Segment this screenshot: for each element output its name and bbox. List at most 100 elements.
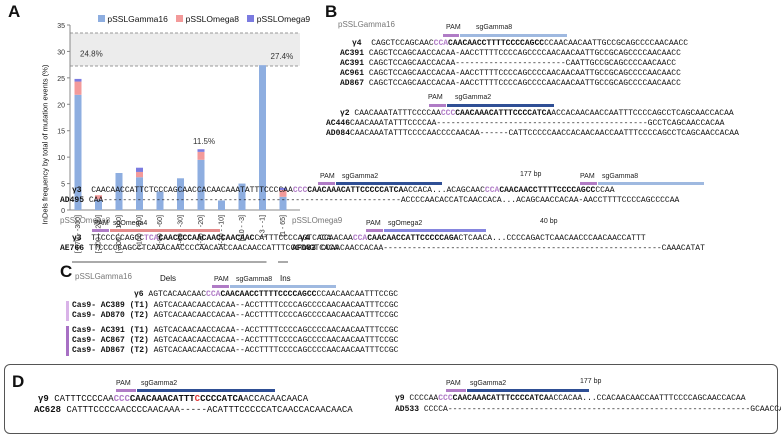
b-sggamma2-label-1: sgGamma2: [455, 94, 492, 101]
bar-segment: [279, 196, 287, 210]
b-gap-40: 40 bp: [540, 218, 558, 225]
b-y4-row-1: AC391 CAGCTCCAGCAACCACAA-AACCTTTTCCCCAGC…: [340, 49, 681, 58]
c-row-4: Cas9- AC867 (T2) AGTCACAACAACCACAA--ACCT…: [72, 336, 399, 345]
legend-omega9: pSSLOmega9: [256, 14, 311, 24]
b-sggamma8-bar-1: [460, 34, 567, 37]
y-tick-label: 35: [57, 23, 65, 30]
c-row-1: Cas9- AC389 (T1) AGTCACAACAACCACAA--ACCT…: [72, 301, 399, 310]
b-pam-label-6: PAM: [366, 220, 381, 227]
c-row-3: Cas9- AC391 (T1) AGTCACAACAACCACAA--ACCT…: [72, 326, 399, 335]
d-pam-bar-2: [446, 389, 466, 392]
b-pam-label-1: PAM: [446, 24, 461, 31]
d-sggamma2-label-1: sgGamma2: [141, 380, 178, 387]
y-tick-label: 15: [57, 129, 65, 136]
y-tick-label: 0: [61, 208, 65, 215]
bar-annotation: 11.5%: [193, 137, 215, 146]
x-tick-label: [-100 - -80]: [137, 215, 144, 249]
b-sgomega4-bar: [110, 229, 220, 232]
b-pam-bar-5: [92, 229, 109, 232]
legend-swatch-omega8: [176, 15, 184, 22]
b-o3-row: AE766 TTCCCCCAGCCTCAAACAACCCCAACAACCAACA…: [60, 244, 339, 253]
d-left-row: AC628 CATTTCCCCAACCCCAACAAA-----ACATTTCC…: [34, 405, 353, 415]
indel-frequency-chart: 0 5 10 15 20 25 30 35 [-570 - -300] [-300 - -200…: [57, 23, 300, 263]
b-y2-row-2: AD084CAACAAATATTTCCCCAACCCCAACAA------CA…: [326, 129, 739, 138]
bar-segment: [279, 189, 287, 197]
b-sgomega4-label: sgOmega4: [113, 220, 148, 227]
y-tick-label: 25: [57, 76, 65, 83]
bar-segment: [115, 173, 123, 210]
b-y4-ref: γ4 CAGCTCCAGCAACCCACAACAACCTTTTCCCCAGCCC…: [352, 39, 689, 48]
b-sggamma2-label-2: sgGamma2: [342, 173, 379, 180]
b-sgomega2-bar: [384, 229, 486, 232]
y-axis-label: InDels frequency by total of mutation ev…: [40, 64, 50, 225]
x-tick-label: [-300 - -200]: [96, 215, 103, 253]
d-sggamma2-bar-2: [467, 389, 589, 392]
b-plasmid-gamma16: pSSLGamma16: [338, 20, 395, 29]
panel-d-box: [4, 364, 778, 434]
c-y6-ref: γ6 AGTCACAACAACCCACAACAACCTTTTCCCCAGCCCC…: [134, 290, 399, 299]
legend-gamma16: pSSLGamma16: [107, 14, 168, 24]
bar-segment: [218, 200, 225, 210]
d-right-row: AD533 CCCCA-----------------------------…: [395, 405, 781, 414]
y-tick-label: 30: [57, 49, 65, 56]
y-tick-label: 20: [57, 102, 65, 109]
bar-segment: [197, 159, 205, 210]
b-y4-row-3: AC961 CAGCTCCAGCAACCACAA-AACCTTTTCCCCAGC…: [340, 69, 681, 78]
x-tick-label: [-570 - -300]: [75, 215, 82, 253]
d-sggamma2-label-2: sgGamma2: [470, 380, 507, 387]
b-pam-label-3: PAM: [320, 173, 335, 180]
bar-segment: [74, 81, 82, 95]
b-pam-bar-1: [443, 34, 459, 37]
b-o4-ref: γ4 CCAACAACCACAACAACCATTCCCCCAGACTCAACA.…: [300, 234, 646, 243]
d-gap-177: 177 bp: [580, 378, 602, 385]
d-right-ref: γ9 CCCCAACCCCAACAAACATTTCCCCATCAACCACAA.…: [395, 394, 746, 403]
bar-segment: [279, 187, 287, 190]
bar-segment: [259, 65, 266, 211]
b-pam-label-4: PAM: [580, 173, 595, 180]
panel-d-letter: D: [12, 372, 25, 391]
bar-segment: [156, 191, 164, 210]
b-pam-bar-2: [429, 104, 446, 107]
d-pam-label-2: PAM: [446, 380, 461, 387]
panel-c-letter: C: [60, 262, 73, 281]
bar-segment: [177, 178, 184, 210]
d-pam-bar-1: [116, 389, 136, 392]
bar-segment: [136, 167, 143, 172]
b-sggamma2-bar-2: [336, 182, 442, 185]
bar-segment: [197, 149, 205, 152]
b-pam-bar-6: [366, 229, 383, 232]
b-pam-bar-4: [580, 182, 597, 185]
b-o3-ref: γ3 TTCCCCCAGCCTCACAACCCCAACAACCAACAACCAT…: [72, 234, 332, 243]
c-pam-label: PAM: [214, 276, 229, 283]
c-sggamma8-bar: [230, 285, 336, 288]
b-pam-bar-3: [318, 182, 335, 185]
group-label-dels: Dels: [160, 274, 177, 283]
bar-segment: [95, 195, 102, 200]
bar-segment: [136, 177, 143, 210]
bar-segment: [136, 171, 143, 178]
c-sggamma8-label: sgGamma8: [236, 276, 273, 283]
bar-annotation: 24.8%: [80, 50, 103, 59]
b-pam-label-5: PAM: [94, 220, 109, 227]
x-tick-label: [-20 - -10]: [219, 215, 226, 245]
bar-annotation: 27.4%: [271, 52, 294, 61]
c-row-2: Cas9- AD870 (T2) AGTCACAACAACCACAA--ACCT…: [72, 311, 399, 320]
d-sggamma2-bar-1: [137, 389, 275, 392]
d-pam-label-1: PAM: [116, 380, 131, 387]
legend-swatch-omega9: [247, 15, 255, 22]
x-tick-label: [-10 - -3]: [239, 215, 246, 242]
panel-a-letter: A: [8, 2, 21, 21]
legend-omega8: pSSLOmega8: [185, 14, 240, 24]
c-group2-marker: [66, 326, 69, 356]
legend-swatch-gamma16: [98, 15, 105, 22]
c-plasmid-gamma16: pSSLGamma16: [75, 272, 132, 281]
c-row-5: Cas9- AD867 (T2) AGTCACAACAACCACAA--ACCT…: [72, 346, 399, 355]
bar-segment: [74, 94, 82, 210]
b-sggamma8-bar-2: [598, 182, 704, 185]
b-plasmid-omega8: pSSLOmega8: [60, 216, 111, 225]
b-y2-row-1: AC446CAACAAATATTTCCCCAA-----------------…: [326, 119, 725, 128]
bar-segment: [95, 199, 102, 210]
x-tick-label: [1 - 65]: [280, 215, 287, 237]
b-gap-177-1: 177 bp: [520, 171, 542, 178]
legend: pSSLGamma16 pSSLOmega8 pSSLOmega9: [98, 14, 310, 24]
